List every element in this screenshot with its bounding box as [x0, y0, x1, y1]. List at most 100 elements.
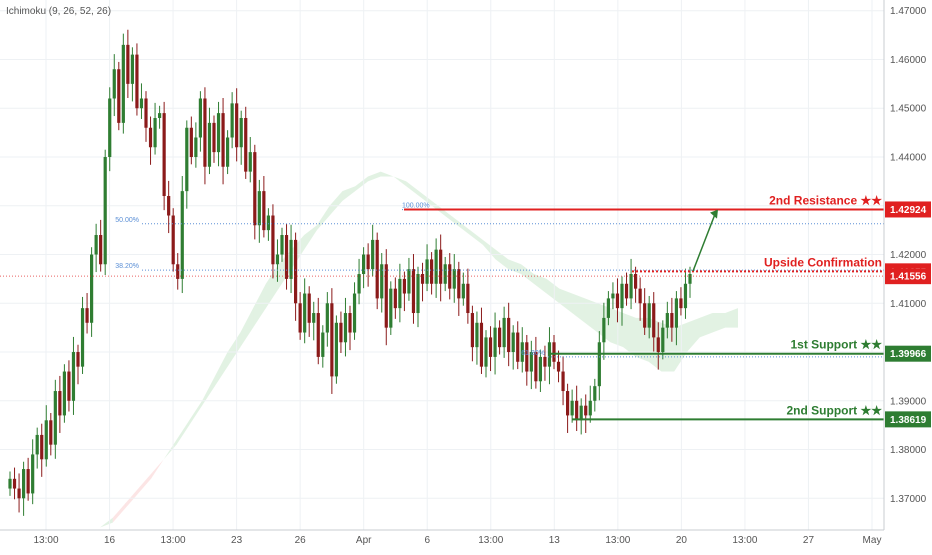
cloud-segment	[699, 313, 713, 338]
candle-body	[312, 313, 316, 323]
candle-body	[575, 400, 579, 421]
candle-body	[634, 274, 638, 289]
cloud-segment	[444, 210, 458, 226]
candle-body	[266, 215, 270, 231]
cloud-segment	[406, 181, 419, 197]
candle-body	[552, 342, 556, 362]
candle-body	[162, 113, 166, 197]
cloud-segment	[584, 298, 598, 333]
candle-body	[26, 469, 30, 494]
candle-body	[479, 322, 484, 367]
candle-body	[148, 127, 153, 148]
price-tag-label: 1.42924	[890, 205, 927, 216]
cloud-segment	[457, 220, 471, 236]
fib-label: 100.00%	[402, 203, 430, 210]
candle-body	[371, 239, 375, 270]
y-tick-label: 1.41000	[890, 299, 927, 310]
x-tick-label: Apr	[356, 535, 372, 546]
candle-body	[683, 283, 688, 309]
x-tick-label: 13	[549, 535, 561, 546]
candle-body	[262, 191, 266, 231]
cloud-segment	[661, 322, 675, 372]
candle-body	[638, 288, 642, 304]
candle-body	[416, 274, 420, 314]
candle-body	[588, 400, 592, 416]
candle-body	[271, 215, 275, 265]
candle-body	[498, 327, 502, 348]
candle-body	[67, 371, 71, 401]
candle-body	[407, 269, 411, 294]
candle-body	[330, 303, 334, 377]
candle-body	[502, 317, 506, 348]
candle-body	[493, 327, 497, 357]
candle-body	[284, 235, 289, 279]
candle-body	[230, 103, 234, 138]
cloud-segment	[674, 322, 687, 372]
candle-body	[221, 113, 225, 167]
candle-body	[139, 98, 144, 109]
x-tick-label: 20	[676, 535, 688, 546]
candle-body	[76, 352, 80, 367]
candle-body	[239, 117, 243, 148]
candle-body	[665, 313, 669, 328]
candle-body	[380, 264, 384, 299]
fib-label: 38.20%	[115, 263, 139, 270]
candle-body	[375, 239, 379, 299]
candle-body	[203, 98, 207, 167]
candle-body	[366, 254, 370, 270]
cloud-segment	[380, 171, 394, 177]
candle-body	[457, 269, 461, 299]
candle-body	[198, 98, 202, 138]
candle-body	[430, 259, 434, 284]
candle-body	[94, 235, 98, 255]
candle-body	[556, 361, 561, 372]
cloud-segment	[265, 264, 279, 309]
candle-body	[584, 405, 588, 416]
candle-body	[22, 469, 26, 499]
candle-body	[466, 283, 470, 314]
candle-body	[611, 293, 615, 299]
candle-body	[17, 488, 21, 499]
candle-body	[58, 391, 62, 416]
level-label: Upside Confirmation	[764, 255, 882, 269]
candle-body	[248, 152, 252, 172]
cloud-segment	[240, 308, 254, 348]
cloud-segment	[623, 313, 636, 357]
candle-body	[180, 191, 184, 279]
candle-body	[602, 317, 606, 343]
candle-body	[543, 356, 547, 367]
candle-body	[425, 259, 429, 284]
fib-label: 61.80%	[521, 350, 545, 357]
candle-body	[12, 478, 17, 489]
candle-body	[488, 337, 493, 357]
y-tick-label: 1.37000	[890, 494, 927, 505]
cloud-segment	[533, 274, 547, 294]
candle-body	[561, 371, 565, 392]
level-label: 2nd Support ★★	[786, 403, 882, 417]
candle-body	[647, 303, 651, 328]
candle-body	[130, 54, 134, 84]
candle-body	[108, 98, 112, 158]
candle-body	[484, 337, 488, 367]
y-tick-label: 1.44000	[890, 153, 927, 164]
candlestick-series	[8, 29, 692, 516]
candle-body	[624, 283, 629, 299]
candle-body	[439, 249, 443, 284]
cloud-segment	[291, 235, 305, 270]
candle-body	[334, 322, 338, 377]
cloud-segment	[686, 317, 700, 353]
candle-body	[343, 313, 348, 343]
candle-body	[135, 54, 139, 109]
candle-body	[652, 303, 656, 338]
candle-body	[325, 303, 329, 333]
x-tick-label: 13:00	[605, 535, 630, 546]
candle-body	[121, 44, 125, 123]
cloud-segment	[495, 249, 509, 270]
candle-body	[516, 332, 520, 362]
candle-body	[688, 274, 692, 284]
candle-body	[402, 278, 406, 294]
x-tick-label: 13:00	[33, 535, 58, 546]
candle-body	[235, 103, 239, 148]
